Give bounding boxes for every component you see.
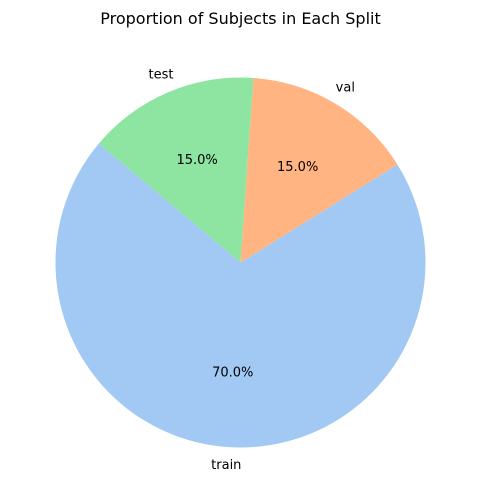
slice-label-val: val <box>336 81 355 96</box>
pie-slice-test <box>98 77 254 263</box>
pie-slices <box>55 77 426 448</box>
slice-label-train: train <box>211 458 241 473</box>
pie-labels: train 70.0% val 15.0% test 15.0% <box>149 68 355 473</box>
slice-percent-test: 15.0% <box>176 153 217 168</box>
slice-percent-val: 15.0% <box>277 160 318 175</box>
pie-slice-train <box>55 143 426 448</box>
pie-slice-val <box>240 77 398 263</box>
chart-title: Proportion of Subjects in Each Split <box>100 9 380 28</box>
slice-percent-train: 70.0% <box>212 366 253 381</box>
slice-label-test: test <box>149 68 174 83</box>
